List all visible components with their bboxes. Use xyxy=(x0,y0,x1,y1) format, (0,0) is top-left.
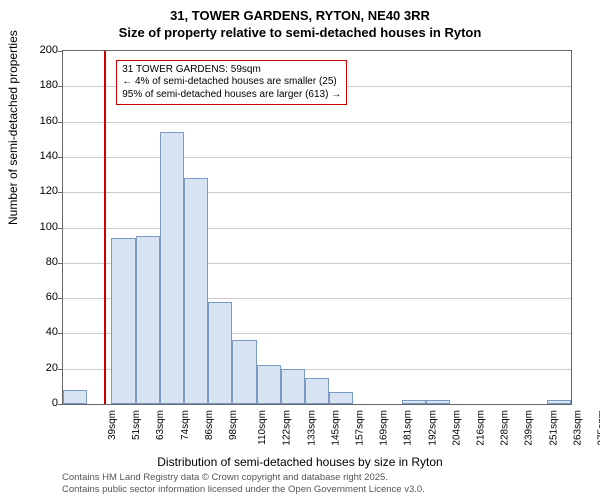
plot-area: 31 TOWER GARDENS: 59sqm← 4% of semi-deta… xyxy=(62,50,572,405)
y-tick-mark xyxy=(58,51,63,52)
histogram-bar xyxy=(281,369,305,404)
y-tick-label: 40 xyxy=(28,326,58,338)
y-axis-label: Number of semi-detached properties xyxy=(6,30,20,225)
histogram-bar xyxy=(426,400,450,404)
histogram-bar xyxy=(208,302,232,404)
gridline xyxy=(63,192,571,193)
gridline xyxy=(63,157,571,158)
x-tick-label: 51sqm xyxy=(131,410,142,440)
y-tick-label: 60 xyxy=(28,291,58,303)
chart-title-line1: 31, TOWER GARDENS, RYTON, NE40 3RR xyxy=(0,0,600,23)
y-tick-mark xyxy=(58,228,63,229)
y-tick-label: 160 xyxy=(28,115,58,127)
x-tick-label: 74sqm xyxy=(180,410,191,440)
histogram-bar xyxy=(547,400,571,404)
footer-line2: Contains public sector information licen… xyxy=(62,484,425,496)
y-tick-mark xyxy=(58,263,63,264)
y-tick-label: 180 xyxy=(28,79,58,91)
x-axis-label: Distribution of semi-detached houses by … xyxy=(0,455,600,469)
y-tick-mark xyxy=(58,122,63,123)
x-tick-label: 86sqm xyxy=(204,410,215,440)
histogram-bar xyxy=(232,340,256,404)
y-tick-label: 200 xyxy=(28,44,58,56)
annotation-line: 95% of semi-detached houses are larger (… xyxy=(122,89,341,102)
y-tick-label: 140 xyxy=(28,150,58,162)
histogram-bar xyxy=(402,400,426,404)
x-tick-label: 122sqm xyxy=(282,410,293,446)
histogram-bar xyxy=(136,236,160,404)
y-tick-mark xyxy=(58,298,63,299)
y-tick-label: 80 xyxy=(28,256,58,268)
y-tick-mark xyxy=(58,86,63,87)
y-tick-mark xyxy=(58,157,63,158)
x-tick-label: 275sqm xyxy=(596,410,600,446)
y-tick-label: 0 xyxy=(28,397,58,409)
x-tick-label: 133sqm xyxy=(306,410,317,446)
histogram-bar xyxy=(305,378,329,404)
gridline xyxy=(63,228,571,229)
y-tick-label: 100 xyxy=(28,221,58,233)
x-tick-label: 145sqm xyxy=(330,410,341,446)
chart-container: 31, TOWER GARDENS, RYTON, NE40 3RR Size … xyxy=(0,0,600,500)
x-tick-label: 110sqm xyxy=(257,410,268,445)
annotation-line: ← 4% of semi-detached houses are smaller… xyxy=(122,76,341,89)
x-tick-label: 98sqm xyxy=(228,410,239,440)
x-tick-label: 204sqm xyxy=(451,410,462,446)
gridline xyxy=(63,122,571,123)
x-tick-label: 251sqm xyxy=(548,410,559,446)
annotation-box: 31 TOWER GARDENS: 59sqm← 4% of semi-deta… xyxy=(116,60,347,106)
chart-title-line2: Size of property relative to semi-detach… xyxy=(0,23,600,40)
y-tick-mark xyxy=(58,369,63,370)
x-tick-label: 157sqm xyxy=(355,410,366,446)
histogram-bar xyxy=(257,365,281,404)
x-tick-label: 263sqm xyxy=(572,410,583,446)
annotation-line: 31 TOWER GARDENS: 59sqm xyxy=(122,64,341,77)
y-tick-mark xyxy=(58,404,63,405)
histogram-bar xyxy=(329,392,353,404)
footer-line1: Contains HM Land Registry data © Crown c… xyxy=(62,472,425,484)
x-tick-label: 239sqm xyxy=(524,410,535,446)
y-tick-mark xyxy=(58,192,63,193)
histogram-bar xyxy=(160,132,184,404)
x-tick-label: 39sqm xyxy=(107,410,118,440)
x-tick-label: 63sqm xyxy=(155,410,166,440)
y-tick-label: 120 xyxy=(28,185,58,197)
x-tick-label: 181sqm xyxy=(403,410,414,446)
x-tick-label: 169sqm xyxy=(379,410,390,446)
histogram-bar xyxy=(63,390,87,404)
y-tick-label: 20 xyxy=(28,362,58,374)
x-tick-label: 216sqm xyxy=(476,410,487,446)
histogram-bar xyxy=(111,238,135,404)
footer-attribution: Contains HM Land Registry data © Crown c… xyxy=(62,472,425,496)
histogram-bar xyxy=(184,178,208,404)
x-tick-label: 192sqm xyxy=(427,410,438,446)
marker-line xyxy=(104,51,106,404)
x-tick-label: 228sqm xyxy=(500,410,511,446)
y-tick-mark xyxy=(58,333,63,334)
